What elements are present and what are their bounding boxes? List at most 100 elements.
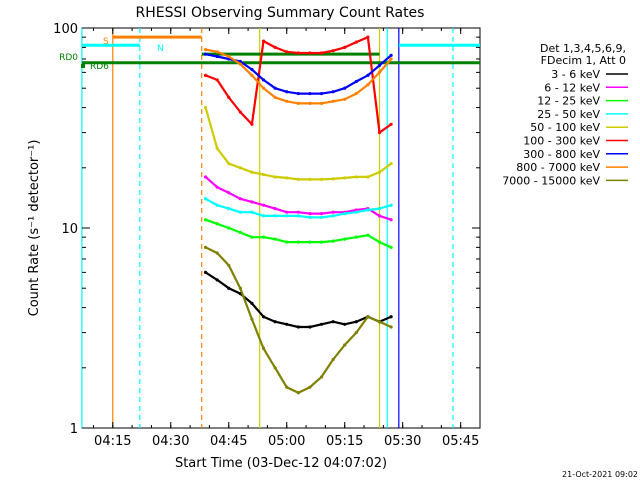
- data-point: [261, 78, 266, 82]
- data-point: [238, 110, 242, 114]
- data-point: [215, 251, 219, 255]
- legend-label: 300 - 800 keV: [523, 148, 600, 161]
- data-point: [366, 35, 370, 39]
- data-point: [296, 240, 300, 244]
- plot-frame: [81, 27, 481, 429]
- data-point: [203, 105, 208, 110]
- data-point: [215, 50, 219, 54]
- data-point: [331, 49, 335, 53]
- data-point: [285, 240, 289, 244]
- data-point: [308, 91, 312, 96]
- data-point: [227, 286, 231, 290]
- data-point: [343, 212, 347, 216]
- data-point: [343, 45, 347, 49]
- data-point: [296, 210, 300, 214]
- data-point: [366, 208, 370, 212]
- data-point: [250, 235, 254, 239]
- flag-label: N: [157, 44, 164, 54]
- data-point: [331, 357, 335, 362]
- series-group: [203, 197, 393, 219]
- series-group: [203, 175, 393, 222]
- data-point: [215, 185, 219, 189]
- data-point: [331, 90, 335, 94]
- data-point: [285, 214, 289, 218]
- data-point: [250, 301, 254, 305]
- data-point: [377, 214, 382, 218]
- series-group: [203, 245, 393, 395]
- data-point: [203, 245, 208, 249]
- legend-label: 800 - 7000 keV: [516, 161, 600, 174]
- data-point: [377, 170, 382, 174]
- data-point: [227, 54, 231, 59]
- data-point: [273, 207, 277, 211]
- data-point: [343, 176, 347, 180]
- data-point: [308, 215, 312, 219]
- data-point: [273, 366, 277, 370]
- data-point: [273, 175, 277, 179]
- data-point: [389, 315, 393, 319]
- data-point: [203, 52, 208, 56]
- data-point: [250, 67, 254, 72]
- x-tick-label: 05:15: [326, 434, 363, 449]
- series-group: [203, 105, 393, 181]
- data-point: [273, 86, 277, 90]
- data-point: [354, 91, 358, 96]
- data-point: [261, 214, 266, 218]
- data-point: [215, 203, 219, 207]
- data-point: [273, 320, 277, 324]
- data-point: [227, 191, 231, 195]
- data-point: [308, 240, 312, 244]
- legend-header: Det 1,3,4,5,6,9,: [540, 42, 626, 55]
- data-point: [389, 161, 393, 166]
- data-point: [250, 73, 254, 77]
- data-point: [377, 207, 382, 211]
- data-point: [343, 343, 347, 347]
- data-point: [354, 320, 358, 324]
- data-point: [261, 235, 266, 239]
- chart-title: RHESSI Observing Summary Count Rates: [136, 5, 425, 21]
- data-point: [227, 207, 231, 211]
- data-point: [250, 210, 254, 214]
- data-point: [331, 99, 335, 103]
- data-point: [308, 101, 312, 105]
- data-point: [308, 385, 312, 389]
- data-point: [343, 322, 347, 326]
- legend-label: 6 - 12 keV: [544, 81, 600, 94]
- data-point: [366, 315, 370, 319]
- data-point: [261, 86, 266, 90]
- plot-layer: S N RD0 RD6 04:15 04:30 04:45 05:00 05:15 05:30 05…: [53, 22, 628, 449]
- data-point: [238, 286, 242, 290]
- data-point: [250, 170, 254, 174]
- data-point: [377, 320, 382, 324]
- data-point: [238, 210, 242, 214]
- data-point: [308, 325, 312, 329]
- data-point: [227, 263, 231, 268]
- data-point: [319, 240, 324, 244]
- data-point: [343, 237, 347, 241]
- data-point: [319, 212, 324, 216]
- data-point: [215, 222, 219, 226]
- data-point: [250, 200, 254, 204]
- data-point: [354, 210, 358, 214]
- data-point: [389, 57, 393, 61]
- x-tick-label: 04:15: [94, 434, 131, 449]
- data-point: [331, 210, 335, 214]
- data-point: [366, 73, 370, 77]
- flag-marker: [81, 64, 85, 68]
- data-point: [215, 146, 219, 151]
- data-point: [296, 101, 300, 105]
- data-point: [261, 203, 266, 207]
- data-point: [331, 320, 335, 324]
- data-point: [227, 95, 231, 99]
- data-point: [308, 212, 312, 216]
- data-point: [389, 325, 393, 329]
- data-point: [203, 175, 208, 179]
- x-tick-label: 05:00: [268, 434, 305, 449]
- data-point: [296, 91, 300, 96]
- series-line: [205, 48, 392, 105]
- data-point: [215, 54, 219, 59]
- data-point: [377, 130, 382, 135]
- data-point: [227, 226, 231, 230]
- data-point: [319, 101, 324, 105]
